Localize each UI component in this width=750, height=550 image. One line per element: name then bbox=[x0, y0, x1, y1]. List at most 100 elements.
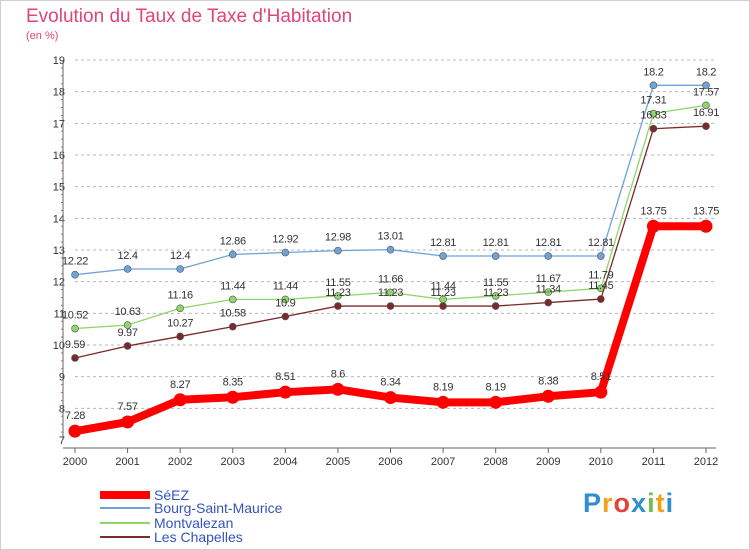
data-label-montvalezan-2001: 10.63 bbox=[115, 306, 141, 318]
x-tick-label-2005: 2005 bbox=[326, 456, 350, 468]
data-point-les-chapelles-2012 bbox=[702, 122, 710, 130]
x-tick-label-2012: 2012 bbox=[694, 456, 718, 468]
y-tick-label-8: 8 bbox=[59, 403, 65, 415]
data-point-montvalezan-2006 bbox=[386, 288, 395, 297]
data-label-les-chapelles-2012: 16.91 bbox=[693, 107, 719, 119]
data-label-seez-2003: 8.35 bbox=[223, 376, 243, 388]
data-point-les-chapelles-2009 bbox=[544, 298, 553, 307]
x-tick-label-2009: 2009 bbox=[536, 456, 560, 468]
x-tick-label-2011: 2011 bbox=[642, 456, 666, 468]
data-point-les-chapelles-2000 bbox=[71, 354, 79, 362]
data-label-bourg-saint-maurice-2011: 18.2 bbox=[643, 66, 663, 78]
y-tick-label-7: 7 bbox=[59, 435, 65, 447]
data-label-les-chapelles-2005: 11.23 bbox=[325, 287, 350, 299]
legend-item-les-chapelles: Les Chapelles bbox=[100, 529, 243, 545]
data-label-montvalezan-2004: 11.44 bbox=[273, 280, 298, 292]
data-point-montvalezan-2008 bbox=[491, 292, 500, 300]
data-label-montvalezan-2009: 11.67 bbox=[536, 273, 561, 285]
data-point-bourg-saint-maurice-2006 bbox=[386, 245, 395, 254]
data-label-seez-2012: 13.75 bbox=[693, 205, 719, 217]
legend-item-montvalezan: Montvalezan bbox=[100, 515, 233, 531]
data-point-bourg-saint-maurice-2000 bbox=[71, 270, 79, 279]
data-label-bourg-saint-maurice-2001: 12.4 bbox=[117, 250, 137, 262]
data-point-les-chapelles-2006 bbox=[386, 302, 395, 310]
data-label-bourg-saint-maurice-2002: 12.4 bbox=[170, 250, 190, 262]
data-label-seez-2002: 8.27 bbox=[170, 379, 190, 391]
data-label-les-chapelles-2004: 10.9 bbox=[275, 298, 295, 310]
data-label-les-chapelles-2002: 10.27 bbox=[167, 317, 193, 329]
data-point-bourg-saint-maurice-2012 bbox=[702, 81, 710, 90]
chart-title: Evolution du Taux de Taxe d'Habitation bbox=[26, 6, 353, 27]
data-point-seez-2004 bbox=[278, 385, 292, 399]
data-point-seez-2012 bbox=[699, 219, 713, 233]
data-point-les-chapelles-2008 bbox=[491, 302, 500, 310]
data-label-seez-2006: 8.34 bbox=[380, 377, 400, 389]
data-point-montvalezan-2002 bbox=[176, 304, 184, 313]
data-label-montvalezan-2002: 11.16 bbox=[168, 289, 193, 301]
y-tick-label-19: 19 bbox=[53, 55, 65, 67]
data-point-bourg-saint-maurice-2004 bbox=[281, 248, 290, 257]
data-point-seez-2010 bbox=[594, 385, 608, 399]
legend-label-montvalezan: Montvalezan bbox=[154, 515, 234, 531]
data-point-bourg-saint-maurice-2005 bbox=[334, 246, 342, 255]
series-lines bbox=[68, 81, 713, 438]
data-point-les-chapelles-2004 bbox=[281, 312, 290, 321]
data-point-seez-2003 bbox=[226, 390, 240, 404]
data-label-seez-2008: 8.19 bbox=[486, 381, 506, 393]
legend-label-seez: SéEZ bbox=[154, 487, 190, 503]
x-tick-label-2000: 2000 bbox=[63, 456, 87, 468]
data-label-seez-2009: 8.38 bbox=[538, 375, 558, 387]
data-point-bourg-saint-maurice-2007 bbox=[439, 252, 447, 260]
data-label-bourg-saint-maurice-2008: 12.81 bbox=[483, 237, 509, 249]
data-label-montvalezan-2003: 11.44 bbox=[220, 280, 245, 292]
y-tick-label-11: 11 bbox=[54, 308, 65, 320]
data-point-les-chapelles-2010 bbox=[597, 295, 605, 303]
data-point-seez-2009 bbox=[541, 389, 555, 403]
data-point-les-chapelles-2002 bbox=[176, 332, 184, 341]
logo-letter: t bbox=[655, 488, 666, 518]
data-label-seez-2001: 7.57 bbox=[117, 401, 137, 413]
x-tick-label-2001: 2001 bbox=[115, 456, 139, 468]
data-point-les-chapelles-2005 bbox=[334, 302, 342, 310]
data-point-seez-2005 bbox=[331, 382, 345, 396]
data-label-les-chapelles-2000: 9.59 bbox=[65, 339, 85, 351]
data-label-seez-2000: 7.28 bbox=[65, 410, 85, 422]
data-point-montvalezan-2011 bbox=[649, 109, 658, 118]
data-label-seez-2011: 13.75 bbox=[640, 205, 666, 217]
data-point-bourg-saint-maurice-2011 bbox=[649, 81, 658, 90]
legend-swatch-montvalezan bbox=[100, 522, 150, 524]
y-tick-label-15: 15 bbox=[53, 182, 65, 194]
data-label-les-chapelles-2011: 16.83 bbox=[640, 110, 666, 122]
data-label-bourg-saint-maurice-2005: 12.98 bbox=[325, 232, 351, 244]
data-label-montvalezan-2000: 10.52 bbox=[62, 310, 88, 322]
data-label-montvalezan-2011: 17.31 bbox=[640, 95, 666, 107]
data-label-montvalezan-2008: 11.55 bbox=[483, 277, 508, 289]
data-label-seez-2004: 8.51 bbox=[275, 371, 295, 383]
data-point-les-chapelles-2011 bbox=[649, 124, 658, 133]
y-tick-label-10: 10 bbox=[53, 340, 65, 352]
legend-swatch-bourg-saint-maurice bbox=[100, 507, 150, 509]
chart-subtitle: (en %) bbox=[26, 30, 59, 42]
data-label-bourg-saint-maurice-2003: 12.86 bbox=[220, 235, 246, 247]
data-point-montvalezan-2012 bbox=[702, 101, 710, 110]
logo-letter: o bbox=[613, 488, 632, 518]
data-label-les-chapelles-2001: 9.97 bbox=[117, 327, 137, 339]
data-label-montvalezan-2010: 11.79 bbox=[588, 269, 613, 281]
x-tick-label-2003: 2003 bbox=[221, 456, 245, 468]
x-tick-label-2008: 2008 bbox=[483, 456, 507, 468]
data-label-bourg-saint-maurice-2000: 12.22 bbox=[62, 256, 88, 268]
data-point-seez-2008 bbox=[489, 395, 503, 409]
data-point-seez-2007 bbox=[436, 395, 450, 409]
legend-label-bourg-saint-maurice: Bourg-Saint-Maurice bbox=[154, 500, 283, 516]
data-label-montvalezan-2005: 11.55 bbox=[325, 277, 350, 289]
data-point-seez-2000 bbox=[68, 424, 82, 438]
data-label-montvalezan-2012: 17.57 bbox=[693, 86, 719, 98]
data-label-seez-2010: 8.51 bbox=[591, 371, 611, 383]
data-point-seez-2002 bbox=[173, 393, 187, 407]
data-label-bourg-saint-maurice-2006: 13.01 bbox=[377, 231, 403, 243]
x-tick-label-2006: 2006 bbox=[378, 456, 402, 468]
y-tick-label-16: 16 bbox=[53, 150, 65, 162]
data-label-les-chapelles-2010: 11.45 bbox=[588, 280, 613, 292]
data-label-bourg-saint-maurice-2009: 12.81 bbox=[535, 237, 561, 249]
